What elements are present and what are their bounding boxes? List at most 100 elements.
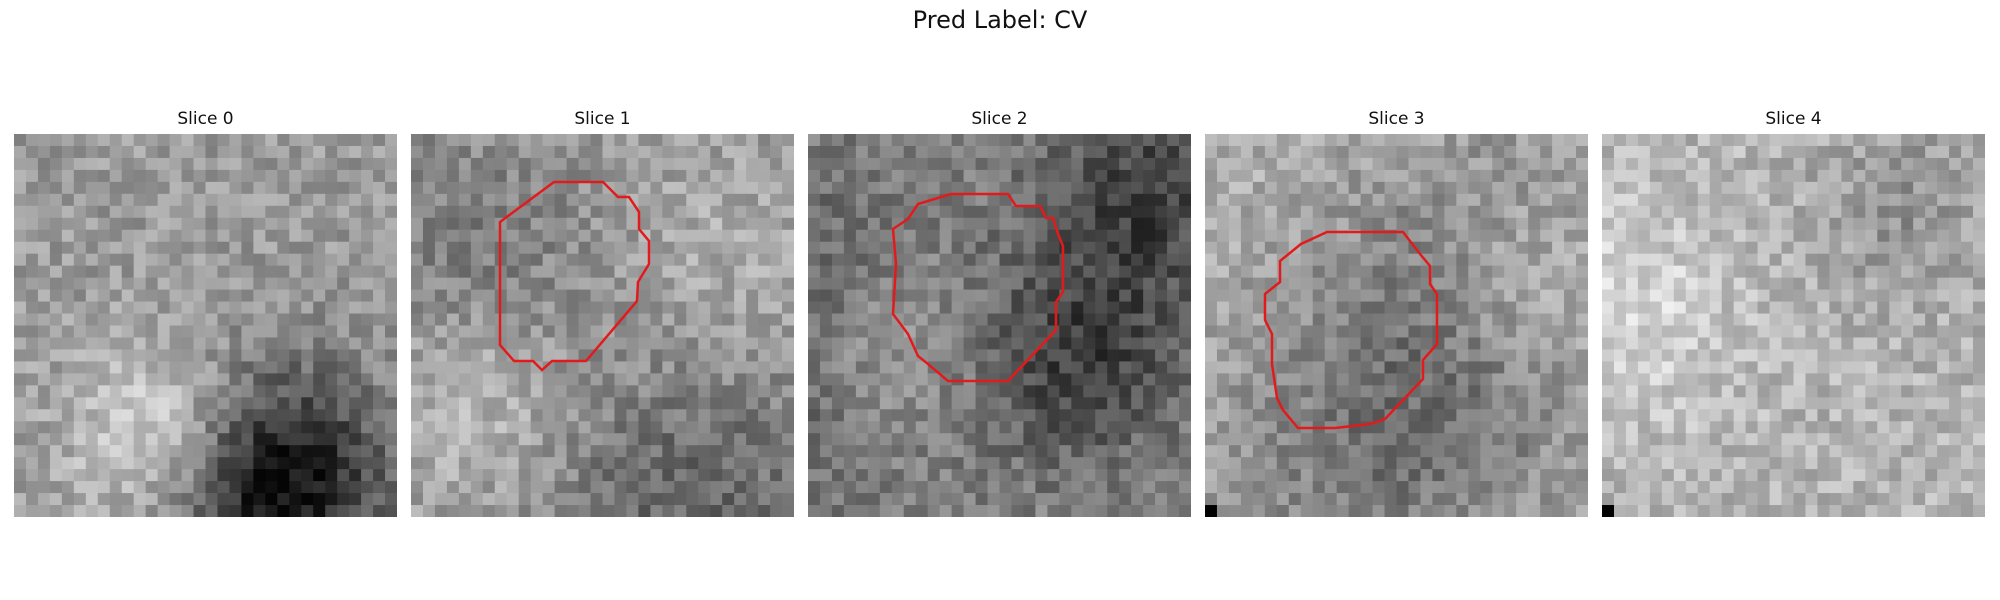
image-pixel (590, 277, 604, 291)
image-pixel (808, 253, 821, 267)
image-pixel (458, 361, 472, 374)
image-pixel (1733, 277, 1747, 291)
image-pixel (1817, 193, 1831, 207)
image-pixel (819, 193, 833, 207)
image-pixel (289, 134, 302, 147)
image-pixel (1312, 253, 1326, 267)
image-pixel (1348, 134, 1362, 147)
image-pixel (915, 493, 929, 506)
image-pixel (530, 217, 544, 231)
image-pixel (1685, 289, 1699, 303)
image-pixel (1781, 289, 1795, 303)
image-pixel (1264, 505, 1278, 517)
image-pixel (1252, 169, 1266, 183)
image-pixel (758, 169, 771, 183)
image-pixel (385, 361, 397, 374)
image-pixel (999, 205, 1013, 219)
image-pixel (939, 397, 953, 410)
image-pixel (1408, 493, 1422, 506)
image-pixel (722, 373, 735, 386)
image-pixel (1602, 217, 1615, 231)
image-pixel (411, 373, 424, 386)
image-pixel (1432, 145, 1445, 159)
image-pixel (1372, 325, 1386, 339)
image-pixel (411, 337, 424, 351)
image-pixel (205, 337, 219, 351)
image-pixel (1576, 313, 1588, 327)
image-pixel (1240, 169, 1254, 183)
image-pixel (193, 265, 207, 279)
image-pixel (578, 193, 592, 207)
image-pixel (1769, 325, 1783, 339)
image-pixel (458, 433, 472, 446)
image-pixel (1925, 169, 1938, 183)
image-pixel (1143, 181, 1156, 195)
image-pixel (277, 229, 290, 243)
image-pixel (1276, 469, 1290, 482)
image-pixel (698, 229, 711, 243)
image-pixel (746, 325, 759, 339)
image-pixel (626, 265, 640, 279)
image-pixel (1817, 313, 1831, 327)
image-pixel (1516, 193, 1529, 207)
image-pixel (325, 265, 338, 279)
prediction-contour (498, 180, 651, 372)
image-pixel (1360, 181, 1374, 195)
image-pixel (686, 325, 699, 339)
image-pixel (1528, 157, 1541, 171)
image-pixel (746, 277, 759, 291)
image-pixel (337, 481, 350, 494)
image-pixel (169, 433, 183, 446)
image-pixel (1107, 134, 1120, 147)
image-pixel (470, 265, 484, 279)
image-pixel (1913, 349, 1926, 363)
image-pixel (157, 313, 171, 327)
image-pixel (662, 481, 675, 494)
image-pixel (831, 469, 845, 482)
image-pixel (1625, 157, 1639, 171)
image-pixel (1468, 217, 1481, 231)
image-pixel (782, 493, 794, 506)
image-pixel (1745, 373, 1759, 386)
image-pixel (855, 445, 869, 458)
image-pixel (1528, 385, 1541, 398)
image-pixel (1023, 397, 1037, 410)
image-pixel (385, 205, 397, 219)
image-pixel (73, 373, 87, 386)
image-pixel (1288, 313, 1302, 327)
image-pixel (1035, 349, 1048, 363)
image-pixel (1384, 337, 1398, 351)
image-pixel (1276, 301, 1290, 315)
image-pixel (915, 469, 929, 482)
image-pixel (855, 134, 869, 147)
image-pixel (831, 505, 845, 517)
image-pixel (1805, 445, 1819, 458)
image-pixel (1420, 289, 1434, 303)
image-pixel (1528, 469, 1541, 482)
image-pixel (903, 193, 917, 207)
image-pixel (1143, 493, 1156, 506)
image-pixel (843, 325, 857, 339)
image-pixel (1697, 325, 1711, 339)
image-pixel (1853, 445, 1866, 458)
image-pixel (49, 169, 63, 183)
image-pixel (49, 217, 63, 231)
image-pixel (1205, 253, 1218, 267)
image-pixel (1131, 301, 1144, 315)
image-pixel (85, 385, 99, 398)
image-pixel (313, 289, 326, 303)
image-pixel (434, 373, 448, 386)
image-pixel (205, 325, 219, 339)
image-pixel (1456, 241, 1469, 255)
image-pixel (674, 337, 687, 351)
image-pixel (229, 337, 243, 351)
image-pixel (97, 134, 111, 147)
image-pixel (554, 241, 568, 255)
image-pixel (1300, 157, 1314, 171)
image-pixel (951, 385, 965, 398)
image-pixel (337, 253, 350, 267)
image-pixel (169, 445, 183, 458)
image-pixel (422, 409, 436, 422)
image-pixel (939, 205, 953, 219)
image-pixel (710, 277, 723, 291)
